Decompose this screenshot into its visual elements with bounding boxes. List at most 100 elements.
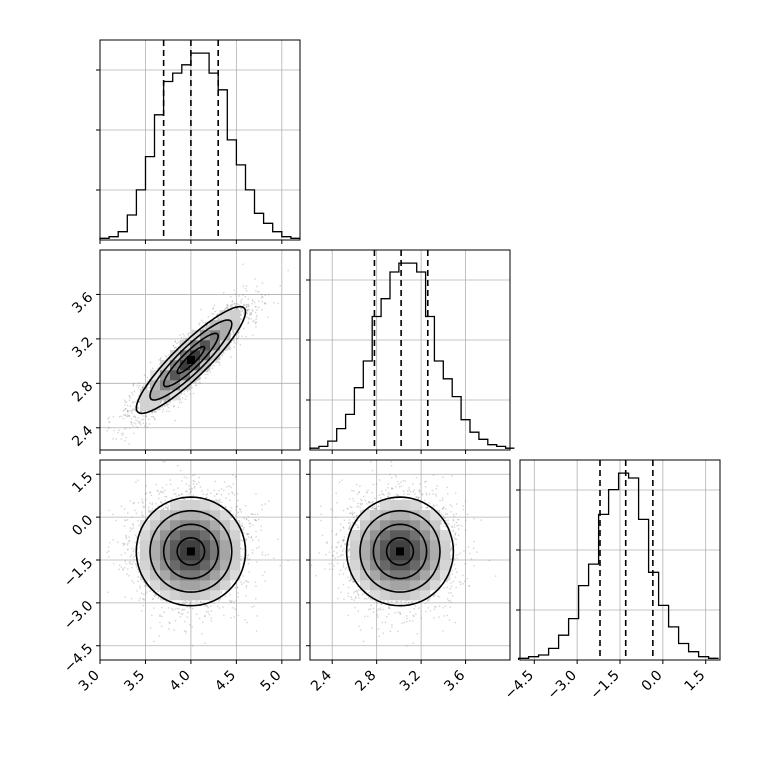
sample-point — [183, 393, 185, 395]
sample-point — [148, 506, 150, 509]
sample-point — [236, 586, 239, 588]
sample-point — [124, 440, 126, 442]
sample-point — [206, 370, 208, 373]
sample-point — [167, 508, 169, 511]
sample-point — [136, 384, 138, 387]
sample-point — [138, 398, 141, 400]
sample-point — [161, 491, 164, 493]
sample-point — [236, 307, 238, 309]
sample-point — [202, 329, 205, 331]
sample-point — [235, 307, 238, 309]
sample-point — [279, 564, 281, 567]
sample-point — [200, 370, 202, 372]
sample-point — [163, 400, 166, 403]
sample-point — [240, 302, 243, 304]
sample-point — [129, 527, 131, 529]
sample-point — [131, 409, 133, 412]
sample-point — [237, 512, 239, 514]
sample-point — [147, 387, 149, 389]
sample-point — [117, 431, 119, 434]
sample-point — [159, 363, 161, 365]
sample-point — [216, 318, 219, 320]
sample-point — [137, 417, 139, 419]
density-cell — [170, 380, 181, 391]
sample-point — [132, 524, 134, 526]
sample-point — [252, 334, 254, 336]
sample-point — [253, 301, 256, 304]
sample-point — [257, 300, 260, 302]
density-cell — [190, 350, 201, 361]
sample-point — [190, 491, 192, 493]
sample-point — [224, 308, 226, 311]
sample-point — [151, 410, 153, 413]
sample-point — [132, 415, 135, 418]
sample-point — [190, 380, 192, 383]
sample-point — [251, 299, 254, 301]
sample-point — [180, 337, 183, 339]
sample-point — [194, 380, 197, 382]
sample-point — [184, 602, 186, 604]
density-cell — [160, 390, 171, 401]
sample-point — [153, 640, 155, 643]
sample-point — [139, 388, 141, 391]
sample-point — [222, 508, 224, 510]
sample-point — [251, 309, 253, 311]
sample-point — [173, 493, 175, 495]
sample-point — [189, 602, 191, 604]
sample-point — [229, 332, 232, 334]
panel-frame — [99, 249, 301, 451]
sample-point — [183, 335, 185, 337]
sample-point — [160, 400, 162, 402]
density-peak — [186, 356, 195, 364]
sample-point — [130, 417, 133, 420]
sample-point — [230, 341, 232, 344]
sample-point — [143, 506, 145, 508]
sample-point — [200, 369, 203, 372]
density-cell — [220, 340, 231, 351]
sample-point — [142, 422, 145, 424]
sample-point — [213, 364, 215, 367]
sample-point — [135, 536, 138, 538]
sample-point — [209, 324, 211, 326]
sample-point — [256, 285, 258, 288]
sample-point — [153, 410, 156, 413]
sample-point — [205, 324, 208, 327]
sample-point — [237, 499, 239, 502]
sample-point — [246, 312, 248, 315]
sample-point — [142, 418, 145, 421]
sample-point — [137, 406, 139, 409]
sample-point — [122, 432, 124, 434]
sample-point — [235, 475, 238, 477]
sample-point — [136, 399, 138, 401]
sample-point — [108, 416, 110, 419]
sample-point — [287, 269, 289, 272]
sample-point — [244, 296, 247, 298]
sample-point — [217, 319, 220, 321]
sample-point — [181, 493, 183, 495]
density-cell — [190, 370, 201, 381]
sample-point — [235, 599, 238, 602]
sample-point — [251, 513, 253, 515]
sample-point — [240, 308, 242, 310]
sample-point — [158, 359, 160, 361]
density-cell — [220, 330, 231, 341]
sample-point — [179, 615, 182, 618]
sample-point — [130, 597, 133, 600]
sample-point — [151, 411, 154, 414]
sample-point — [122, 410, 125, 412]
sample-point — [232, 331, 235, 333]
sample-point — [189, 387, 192, 389]
sample-point — [261, 551, 264, 553]
sample-point — [167, 406, 170, 409]
sample-point — [237, 303, 240, 306]
sample-point — [164, 355, 167, 357]
sample-point — [108, 426, 110, 429]
sample-point — [204, 377, 207, 379]
sample-point — [209, 492, 212, 494]
sample-point — [167, 507, 170, 510]
sample-point — [133, 390, 135, 393]
sample-point — [135, 401, 137, 403]
sample-point — [199, 382, 202, 384]
sample-point — [232, 607, 234, 609]
